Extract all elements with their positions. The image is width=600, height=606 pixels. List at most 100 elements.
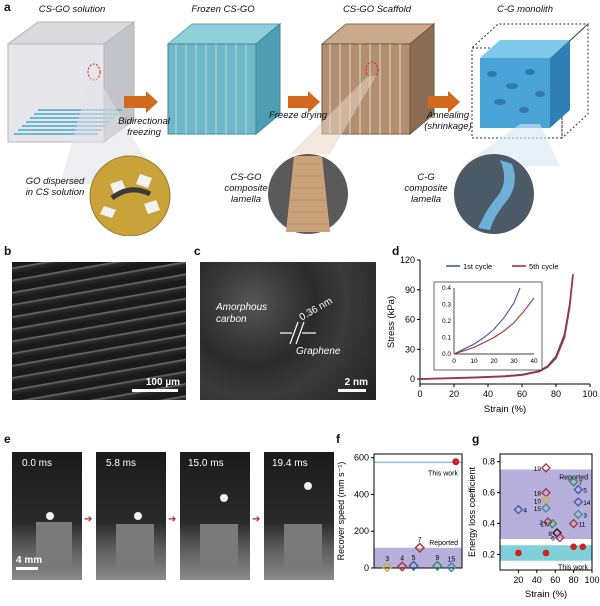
frame-4: 19.4 ms bbox=[264, 452, 334, 580]
y-tick-label: 0.4 bbox=[482, 519, 495, 529]
recover-speed-chart: 0 200 400 600 Recover speed (mm s⁻¹) This wor… bbox=[336, 453, 463, 573]
y-tick-label: 0.6 bbox=[482, 488, 495, 498]
stage-title-2: Frozen CS-GO bbox=[191, 4, 255, 15]
frame-arrow-2: ➔ bbox=[168, 514, 177, 525]
frame-2: 5.8 ms bbox=[96, 452, 166, 580]
x-axis-label: Strain (%) bbox=[484, 404, 526, 415]
y-tick-label: 0.8 bbox=[482, 457, 495, 467]
process-arrows bbox=[124, 91, 460, 113]
y-axis-label: Recover speed (mm s⁻¹) bbox=[336, 462, 346, 561]
reported-point bbox=[541, 463, 551, 473]
reported-point-label: 5 bbox=[412, 555, 416, 562]
frame-1: 0.0 ms 4 mm bbox=[12, 452, 82, 580]
panel-letter-a: a bbox=[4, 0, 11, 14]
frame-3-sample bbox=[200, 524, 238, 566]
x-tick-label: 80 bbox=[569, 575, 579, 585]
inset-series-line bbox=[453, 287, 521, 355]
x-axis-label: Strain (%) bbox=[525, 589, 567, 600]
x-tick-label: 60 bbox=[517, 389, 527, 399]
y-tick-label: 60 bbox=[405, 315, 415, 325]
frame-1-sample bbox=[36, 522, 72, 566]
reported-point-label: 15 bbox=[448, 556, 456, 563]
y-tick-label: 0 bbox=[364, 563, 369, 573]
frame-4-sample bbox=[284, 524, 322, 566]
tem-image: Amorphous carbon 0.36 nm Graphene 2 nm bbox=[200, 262, 376, 400]
reported-point-label: 4 bbox=[400, 556, 404, 563]
x-tick-label: 60 bbox=[550, 575, 560, 585]
x-tick-label: 40 bbox=[532, 575, 542, 585]
reported-point-label: 8 bbox=[548, 531, 552, 538]
inset-y-tick-label: 0.2 bbox=[442, 318, 451, 325]
x-tick-label: 0 bbox=[417, 389, 422, 399]
arrow-label-1: Bidirectional freezing bbox=[118, 116, 170, 138]
inset-cs-go-lamella bbox=[268, 154, 348, 234]
inset-x-tick-label: 10 bbox=[470, 358, 478, 365]
plot-frame bbox=[373, 453, 463, 569]
x-tick-label: 80 bbox=[551, 389, 561, 399]
reported-point bbox=[446, 562, 457, 573]
frame-3-ball bbox=[220, 494, 228, 502]
process-schematic bbox=[6, 21, 590, 236]
this-work-annotation: This work bbox=[558, 565, 588, 572]
this-work-point bbox=[452, 458, 460, 466]
reported-annotation: Reported bbox=[429, 540, 458, 547]
this-work-point bbox=[542, 549, 550, 557]
arrow-label-3: Annealing (shrinkage) bbox=[424, 110, 472, 132]
inset-label-2: CS-GO composite lamella bbox=[224, 172, 268, 205]
inset-frame bbox=[433, 281, 543, 371]
reported-point bbox=[432, 560, 443, 572]
panel-letter-f: f bbox=[336, 432, 340, 446]
x-tick-label: 20 bbox=[513, 575, 523, 585]
frame-scale-bar bbox=[16, 567, 38, 570]
sem-scale-bar bbox=[132, 389, 178, 392]
stage-title-3: CS-GO Scaffold bbox=[342, 4, 412, 15]
inset-x-tick-label: 30 bbox=[510, 358, 518, 365]
sem-scale-label: 100 µm bbox=[145, 377, 180, 388]
y-tick-label: 400 bbox=[354, 489, 369, 499]
this-work-annotation: This work bbox=[428, 470, 458, 477]
reported-point bbox=[541, 503, 551, 514]
inset-series-line bbox=[453, 297, 535, 355]
stage-title-4: C-G monolith bbox=[497, 4, 553, 15]
reported-point bbox=[573, 497, 584, 507]
frame-3-time: 15.0 ms bbox=[188, 458, 224, 469]
stage-title-1: CS-GO solution bbox=[38, 4, 106, 15]
reported-point-label: 6 bbox=[551, 536, 555, 543]
frame-scale-label: 4 mm bbox=[16, 555, 43, 566]
c-g-monolith bbox=[470, 22, 590, 140]
reported-point-label: 5 bbox=[583, 488, 587, 495]
reported-point-label: 17 bbox=[540, 522, 548, 529]
reported-point bbox=[541, 487, 551, 498]
x-tick-label: 100 bbox=[582, 389, 597, 399]
reported-point bbox=[573, 484, 584, 495]
y-axis-label: Energy loss coefficient bbox=[467, 467, 477, 557]
panel-letter-d: d bbox=[392, 244, 400, 258]
y-tick-label: 120 bbox=[400, 255, 415, 265]
inset-label-1: GO dispersed in CS solution bbox=[25, 176, 85, 198]
inset-go-dispersed bbox=[89, 155, 171, 236]
energy-loss-chart: 0.2 0.4 0.6 0.8 20 40 60 80 100 Strain (%) Energy … bbox=[467, 453, 600, 600]
reported-point bbox=[414, 542, 425, 554]
frame-1-ball bbox=[46, 512, 54, 520]
panel-letter-e: e bbox=[4, 432, 11, 446]
this-work-point bbox=[579, 543, 587, 551]
x-tick-label: 40 bbox=[483, 389, 493, 399]
reported-point-label: 2 bbox=[539, 520, 543, 527]
frame-3: 15.0 ms bbox=[180, 452, 250, 580]
reported-point bbox=[381, 561, 393, 573]
inset-y-tick-label: 0.0 bbox=[442, 351, 451, 358]
inset-label-3: C-G composite lamella bbox=[404, 172, 448, 205]
sem-image: 100 µm bbox=[12, 262, 186, 400]
reported-point-label: 4 bbox=[523, 508, 527, 515]
reported-point bbox=[541, 495, 551, 506]
reported-point-label: 11 bbox=[579, 522, 586, 529]
reported-point-label: 15 bbox=[534, 506, 542, 513]
legend-label: 5th cycle bbox=[529, 262, 559, 271]
reported-point bbox=[513, 504, 524, 515]
frame-1-time: 0.0 ms bbox=[22, 458, 53, 469]
legend-label: 1st cycle bbox=[463, 262, 492, 271]
reported-point-label: 7 bbox=[579, 480, 583, 487]
reported-point bbox=[408, 560, 419, 572]
